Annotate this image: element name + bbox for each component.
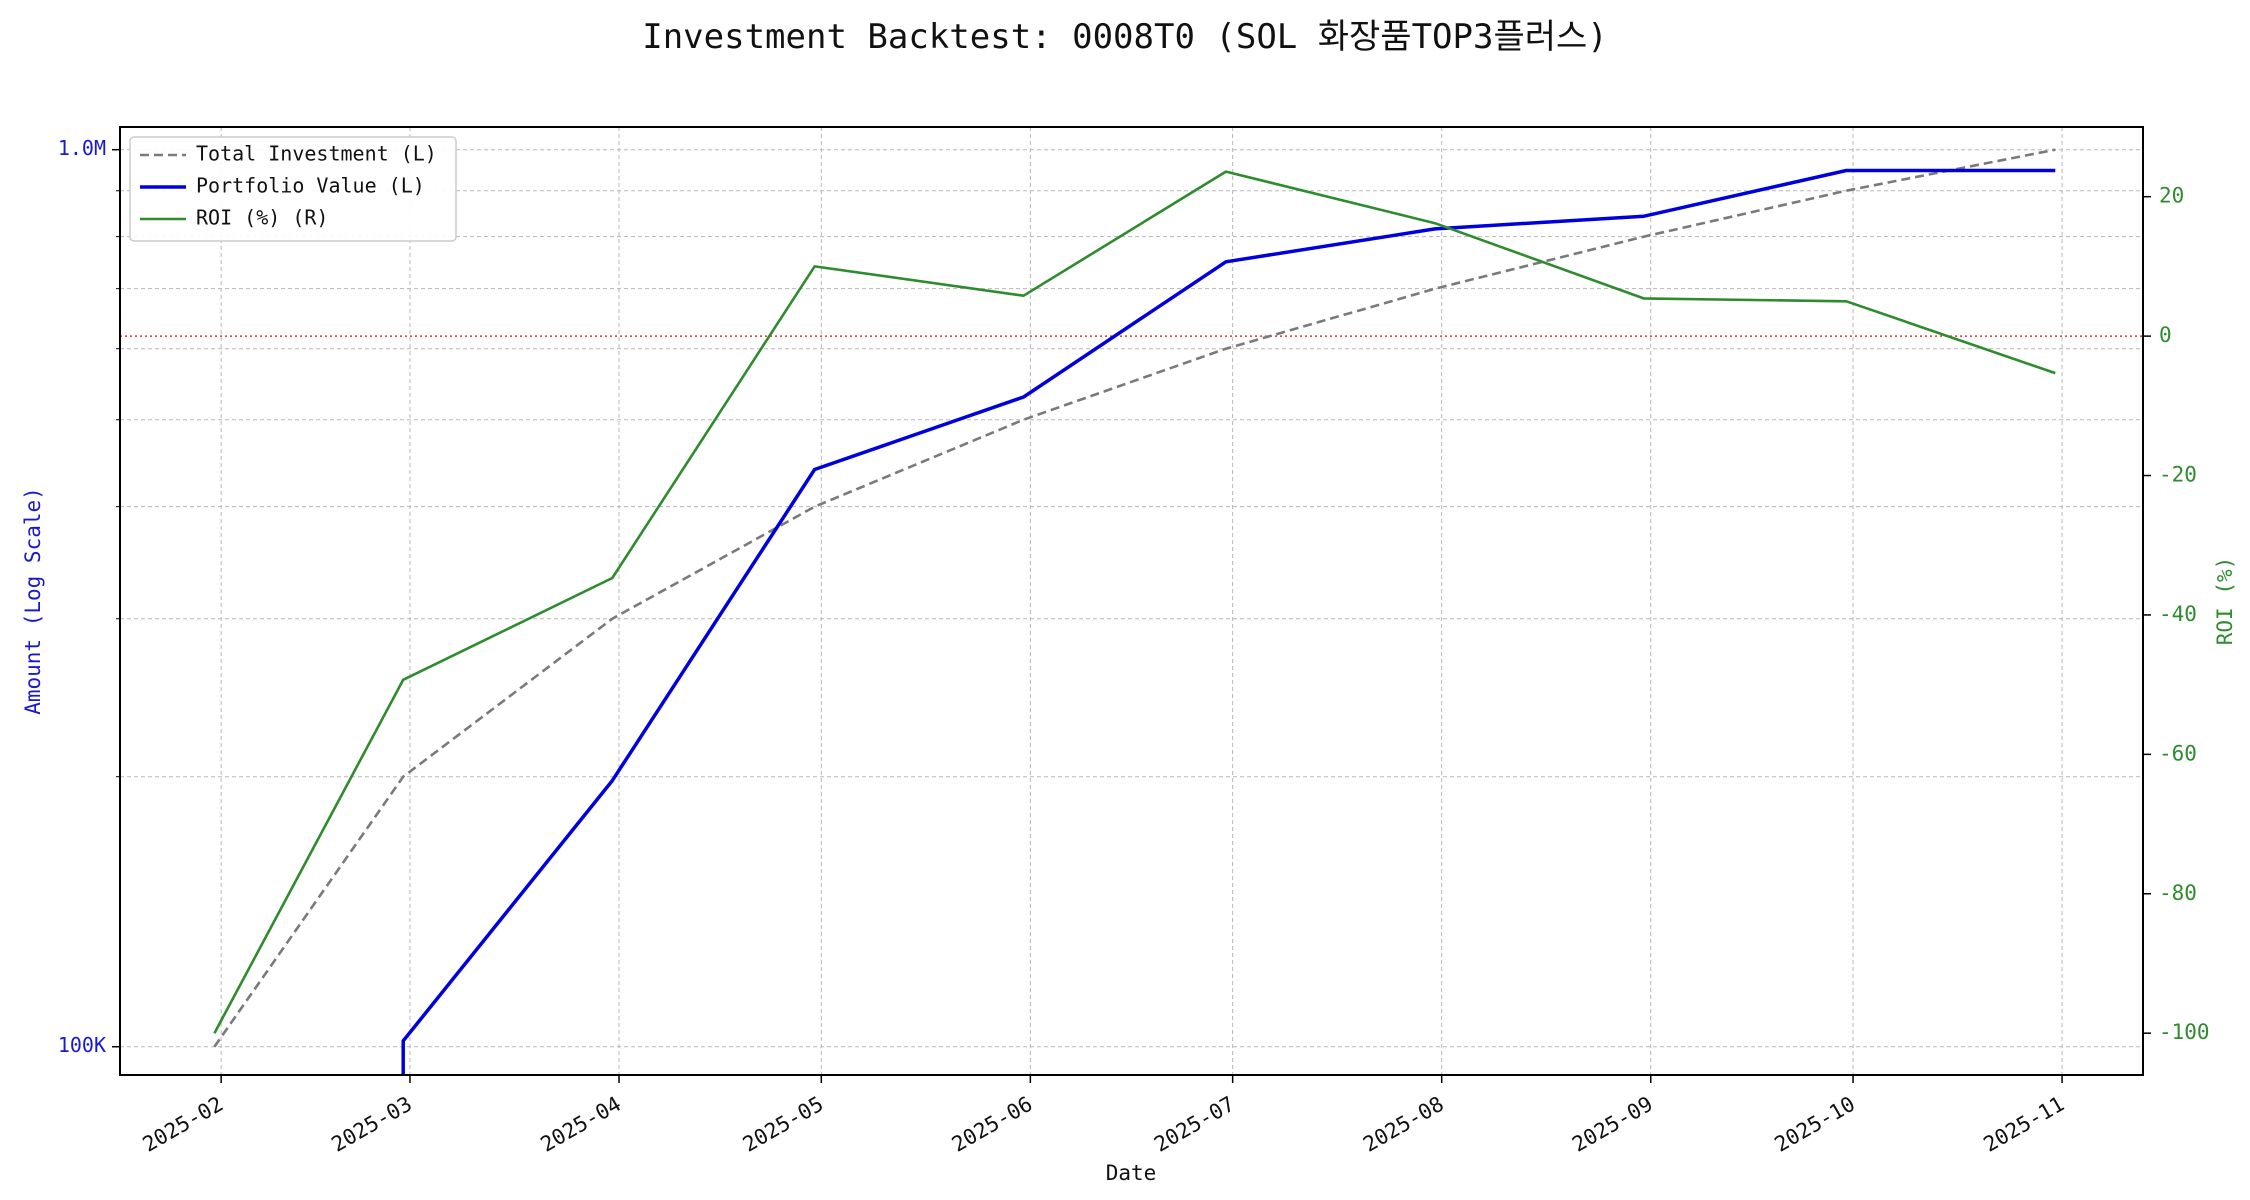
left-axis: 100K 1.0M: [58, 136, 120, 1057]
x-tick-label: 2025-10: [1770, 1092, 1859, 1157]
x-axis-label: Date: [1106, 1161, 1157, 1185]
right-tick-label: -60: [2159, 741, 2197, 765]
right-tick-label: -40: [2159, 602, 2197, 626]
series-line-total-investment-l: [213, 148, 2056, 1048]
right-tick-label: -80: [2159, 881, 2197, 905]
x-tick-label: 2025-09: [1568, 1092, 1657, 1157]
series-layer: [213, 148, 2056, 1075]
plot-frame: [119, 126, 2144, 1076]
series-line-portfolio-value-l: [401, 168, 2056, 1075]
x-tick-label: 2025-07: [1150, 1092, 1239, 1157]
right-tick-label: 20: [2159, 184, 2184, 208]
legend-label: Portfolio Value (L): [196, 174, 425, 198]
series-line-roi-r: [213, 170, 2056, 1034]
grid: [120, 127, 2143, 1075]
x-tick-label: 2025-06: [948, 1092, 1037, 1157]
x-tick-label: 2025-11: [1980, 1092, 2069, 1157]
x-tick-label: 2025-08: [1359, 1092, 1448, 1157]
right-tick-label: -100: [2159, 1020, 2210, 1044]
x-axis: 2025-02 2025-03 2025-04 2025-05 2025-06 2025-…: [139, 1075, 2069, 1157]
chart-title: Investment Backtest: 0008T0 (SOL 화장품TOP3…: [642, 17, 1608, 57]
right-axis: 20 0 -20 -40 -60 -80 -100: [2143, 184, 2210, 1044]
x-tick-label: 2025-05: [739, 1092, 828, 1157]
left-axis-label: Amount (Log Scale): [21, 487, 45, 715]
legend-box: [129, 136, 457, 242]
legend-label: ROI (%) (R): [196, 206, 328, 230]
legend-label: Total Investment (L): [196, 142, 437, 166]
left-tick-label: 1.0M: [58, 136, 106, 160]
right-axis-label: ROI (%): [2213, 557, 2237, 646]
legend: Total Investment (L) Portfolio Value (L) R…: [129, 136, 457, 242]
left-tick-label: 100K: [58, 1033, 106, 1057]
right-tick-label: -20: [2159, 463, 2197, 487]
x-tick-label: 2025-03: [327, 1092, 416, 1157]
x-tick-label: 2025-04: [536, 1092, 625, 1157]
right-tick-label: 0: [2159, 323, 2172, 347]
x-tick-label: 2025-02: [139, 1092, 228, 1157]
